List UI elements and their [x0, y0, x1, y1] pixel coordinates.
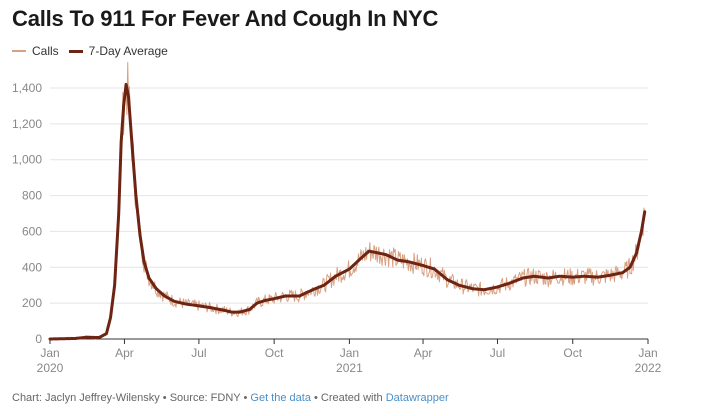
y-tick-label: 1,000 — [12, 153, 42, 167]
y-axis-ticks: 0 200 400 600 800 1,000 1,200 1,400 — [12, 81, 42, 346]
x-tick-label: Oct — [563, 346, 582, 360]
x-tick-year-label: 2020 — [37, 361, 64, 375]
x-tick-label: Jan — [340, 346, 359, 360]
chart-title: Calls To 911 For Fever And Cough In NYC — [12, 6, 439, 31]
footer-created: Created with — [320, 392, 386, 404]
x-tick-label: Jul — [490, 346, 505, 360]
footer-separator: • — [159, 392, 170, 404]
y-tick-label: 1,400 — [12, 81, 42, 95]
chart-footer: Chart: Jaclyn Jeffrey-Wilensky • Source:… — [12, 392, 449, 404]
legend-item-calls: Calls — [12, 44, 59, 58]
x-tick-year-label: 2021 — [336, 361, 363, 375]
x-tick-label: Apr — [115, 346, 134, 360]
y-tick-label: 0 — [35, 332, 42, 346]
legend-swatch-average — [68, 49, 83, 53]
x-tick-label: Apr — [414, 346, 433, 360]
datawrapper-link[interactable]: Datawrapper — [385, 392, 449, 404]
legend-label-calls: Calls — [32, 44, 59, 58]
footer-separator: • — [310, 392, 321, 404]
footer-separator: • — [240, 392, 251, 404]
y-tick-label: 200 — [22, 296, 42, 310]
x-tick-label: Jul — [191, 346, 206, 360]
x-tick-label: Oct — [265, 346, 284, 360]
legend-label-average: 7-Day Average — [88, 44, 168, 58]
footer-credit: Chart: Jaclyn Jeffrey-Wilensky — [12, 392, 160, 404]
series-line-calls — [49, 61, 646, 340]
legend-item-average: 7-Day Average — [68, 44, 168, 58]
get-the-data-link[interactable]: Get the data — [250, 392, 311, 404]
x-tick-label: Jan — [638, 346, 657, 360]
legend-swatch-calls — [12, 50, 26, 52]
series-layer — [48, 61, 647, 341]
y-tick-label: 800 — [22, 189, 42, 203]
chart-legend: Calls 7-Day Average — [12, 44, 168, 58]
y-tick-label: 400 — [22, 260, 42, 274]
y-tick-label: 1,200 — [12, 117, 42, 131]
footer-source: Source: FDNY — [169, 392, 241, 404]
grid-lines — [50, 87, 648, 340]
y-tick-label: 600 — [22, 224, 42, 238]
x-tick-label: Jan — [40, 346, 59, 360]
x-tick-year-label: 2022 — [635, 361, 662, 375]
series-line-7-day-average — [48, 82, 647, 341]
